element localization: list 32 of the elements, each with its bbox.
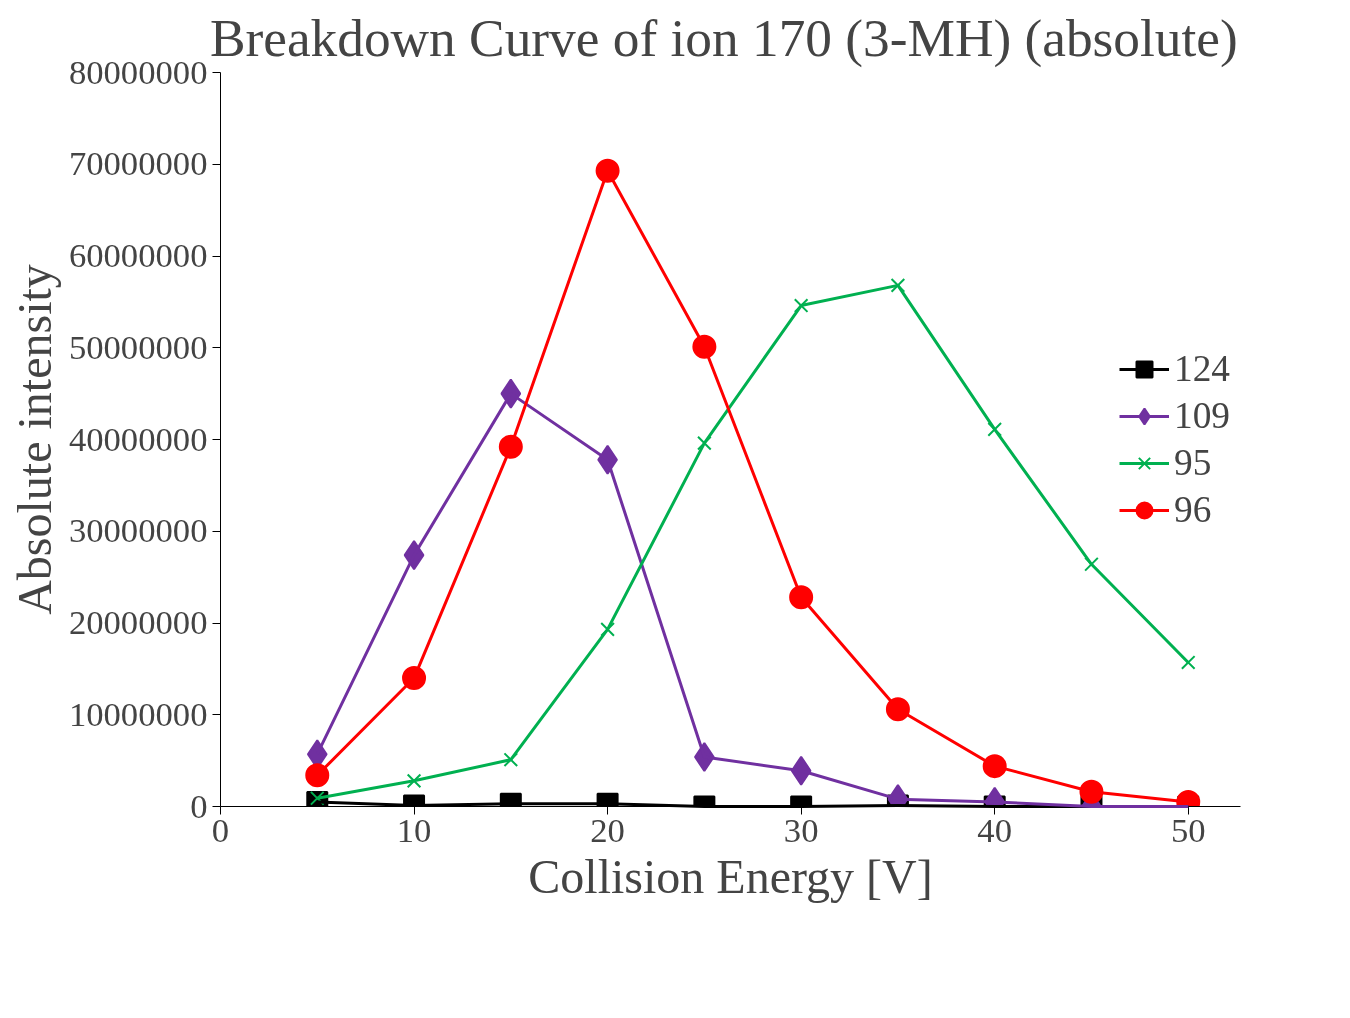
y-tick-label: 20000000 [68, 603, 208, 641]
y-tick-label: 30000000 [68, 511, 208, 550]
y-tick-label: 10000000 [68, 694, 208, 733]
point [1180, 655, 1196, 670]
point [600, 622, 615, 637]
x-tick-label: 30 [783, 810, 819, 849]
legend-label: 124 [1174, 347, 1230, 390]
y-tick-label: 80000000 [68, 52, 208, 91]
chart-title: Breakdown Curve of ion 170 (3-MH) (absolute) [209, 7, 1238, 68]
point [697, 435, 712, 451]
x-tick-label: 20 [590, 810, 625, 849]
y-axis-title: Absolute intensity [7, 264, 61, 615]
point [1084, 556, 1099, 572]
x-tick-label: 40 [977, 810, 1013, 849]
point [890, 278, 906, 293]
legend-label: 109 [1174, 394, 1230, 437]
point [305, 763, 330, 788]
y-tick-label: 50000000 [68, 327, 208, 366]
y-tick-label: 60000000 [68, 236, 208, 274]
point [503, 752, 519, 768]
y-tick-label: 0 [190, 786, 208, 825]
legend-label: 96 [1174, 488, 1212, 531]
point [309, 790, 325, 806]
x-tick-label: 50 [1170, 810, 1206, 849]
point [793, 298, 809, 313]
x-axis-title: Collision Energy [V] [528, 849, 933, 903]
y-tick-label: 40000000 [68, 419, 208, 458]
y-tick-label: 70000000 [68, 144, 208, 183]
x-tick-label: 10 [396, 810, 432, 849]
point [406, 773, 422, 789]
point [987, 422, 1003, 437]
legend-label: 95 [1174, 441, 1212, 484]
